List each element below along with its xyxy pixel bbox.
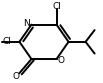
Text: Cl: Cl <box>52 2 61 11</box>
Text: O: O <box>13 72 20 81</box>
Text: O: O <box>57 56 64 65</box>
Text: N: N <box>24 19 30 28</box>
Text: Cl: Cl <box>3 37 12 46</box>
